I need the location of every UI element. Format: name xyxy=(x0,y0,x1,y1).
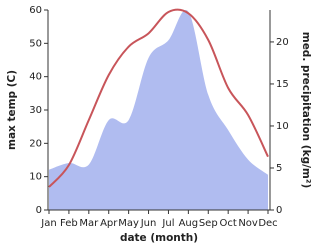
y2-tick-label: 5 xyxy=(276,163,282,174)
x-tick-label: Apr xyxy=(100,218,118,229)
y-tick-label: 10 xyxy=(29,172,42,183)
y-tick-label: 30 xyxy=(29,105,42,116)
y-tick-label: 60 xyxy=(29,5,42,16)
x-tick-label: Nov xyxy=(238,218,258,229)
x-tick-label: Aug xyxy=(179,218,199,229)
x-tick-label: May xyxy=(118,218,139,229)
y2-tick-label: 10 xyxy=(276,121,289,132)
y-tick-label: 0 xyxy=(36,205,42,216)
x-tick-label: Jun xyxy=(140,218,157,229)
x-tick-label: Feb xyxy=(60,218,78,229)
precipitation-area xyxy=(49,9,268,210)
y2-axis-title: med. precipitation (kg/m²) xyxy=(300,32,312,189)
y-axis-title: max temp (C) xyxy=(6,70,18,150)
y2-tick-label: 15 xyxy=(276,79,289,90)
x-tick-label: Mar xyxy=(79,218,99,229)
x-tick-label: Dec xyxy=(258,218,277,229)
y-tick-label: 50 xyxy=(29,38,42,49)
y-tick-label: 40 xyxy=(29,72,42,83)
x-tick-label: Jul xyxy=(161,218,174,229)
x-axis-title: date (month) xyxy=(120,232,198,244)
temp-line xyxy=(48,8,269,188)
y2-tick-label: 0 xyxy=(276,205,282,216)
x-tick-label: Sep xyxy=(199,218,218,229)
x-tick-label: Oct xyxy=(220,218,237,229)
y2-tick-label: 20 xyxy=(276,37,289,48)
x-tick-label: Jan xyxy=(40,218,56,229)
y-tick-label: 20 xyxy=(29,138,42,149)
